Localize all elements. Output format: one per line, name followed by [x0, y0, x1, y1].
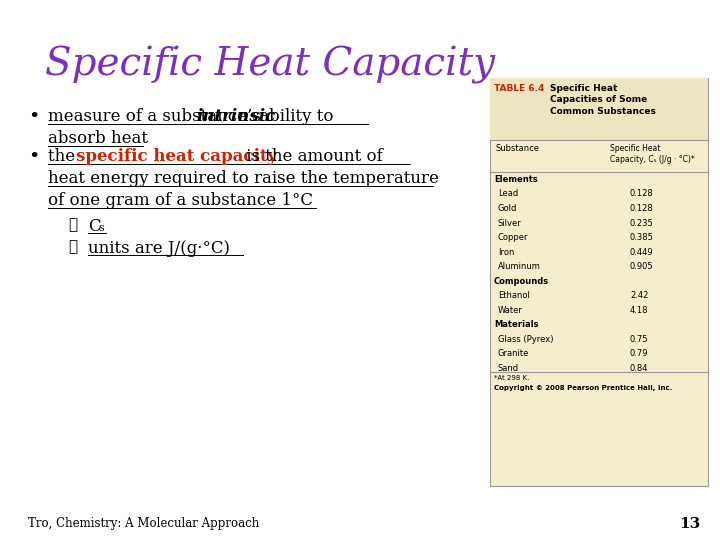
Text: Silver: Silver	[498, 219, 522, 227]
Text: 0.905: 0.905	[630, 262, 654, 271]
Text: 13: 13	[679, 517, 700, 531]
Text: Elements: Elements	[494, 175, 538, 184]
Text: *At 298 K.: *At 298 K.	[494, 375, 529, 381]
Text: Tro, Chemistry: A Molecular Approach: Tro, Chemistry: A Molecular Approach	[28, 517, 259, 530]
Text: Copyright © 2008 Pearson Prentice Hall, Inc.: Copyright © 2008 Pearson Prentice Hall, …	[494, 385, 672, 391]
Text: Copper: Copper	[498, 233, 528, 242]
Text: Granite: Granite	[498, 349, 529, 358]
Text: 0.449: 0.449	[630, 247, 654, 256]
Text: absorb heat: absorb heat	[48, 130, 148, 147]
Text: measure of a substance’s: measure of a substance’s	[48, 108, 266, 125]
Text: •: •	[28, 108, 40, 126]
Text: Glass (Pyrex): Glass (Pyrex)	[498, 334, 554, 343]
Text: Water: Water	[498, 306, 523, 314]
Text: C: C	[88, 218, 101, 235]
Text: Ethanol: Ethanol	[498, 291, 530, 300]
FancyBboxPatch shape	[490, 78, 708, 486]
Text: 0.235: 0.235	[630, 219, 654, 227]
Text: 0.79: 0.79	[630, 349, 649, 358]
Text: Specific Heat Capacity: Specific Heat Capacity	[45, 46, 495, 84]
Text: Iron: Iron	[498, 247, 514, 256]
Text: Sand: Sand	[498, 363, 519, 373]
Text: Specific Heat
Capacities of Some
Common Substances: Specific Heat Capacities of Some Common …	[550, 84, 656, 116]
Text: 0.385: 0.385	[630, 233, 654, 242]
Text: 4.18: 4.18	[630, 306, 649, 314]
Text: heat energy required to raise the temperature: heat energy required to raise the temper…	[48, 170, 439, 187]
Text: intrinsic: intrinsic	[196, 108, 275, 125]
Text: the: the	[48, 148, 81, 165]
Text: Compounds: Compounds	[494, 276, 549, 286]
Text: Specific Heat
Capacity, Cₛ (J/g · °C)*: Specific Heat Capacity, Cₛ (J/g · °C)*	[610, 144, 695, 164]
Text: ability to: ability to	[254, 108, 333, 125]
Text: 2.42: 2.42	[630, 291, 649, 300]
Text: specific heat capacity: specific heat capacity	[76, 148, 277, 165]
Text: 0.128: 0.128	[630, 190, 654, 199]
Text: •: •	[28, 148, 40, 166]
Text: 0.75: 0.75	[630, 334, 649, 343]
Text: units are J/(g·°C): units are J/(g·°C)	[88, 240, 230, 257]
Text: 0.128: 0.128	[630, 204, 654, 213]
Text: Aluminum: Aluminum	[498, 262, 541, 271]
Text: Substance: Substance	[495, 144, 539, 153]
Text: ✓: ✓	[68, 218, 77, 232]
Text: TABLE 6.4: TABLE 6.4	[494, 84, 544, 93]
Text: ✓: ✓	[68, 240, 77, 254]
Text: Gold: Gold	[498, 204, 518, 213]
Text: Materials: Materials	[494, 320, 539, 329]
Text: 0.84: 0.84	[630, 363, 649, 373]
Text: Lead: Lead	[498, 190, 518, 199]
FancyBboxPatch shape	[490, 78, 708, 140]
Text: is the amount of: is the amount of	[241, 148, 383, 165]
Text: of one gram of a substance 1°C: of one gram of a substance 1°C	[48, 192, 313, 209]
Text: s: s	[98, 223, 104, 233]
